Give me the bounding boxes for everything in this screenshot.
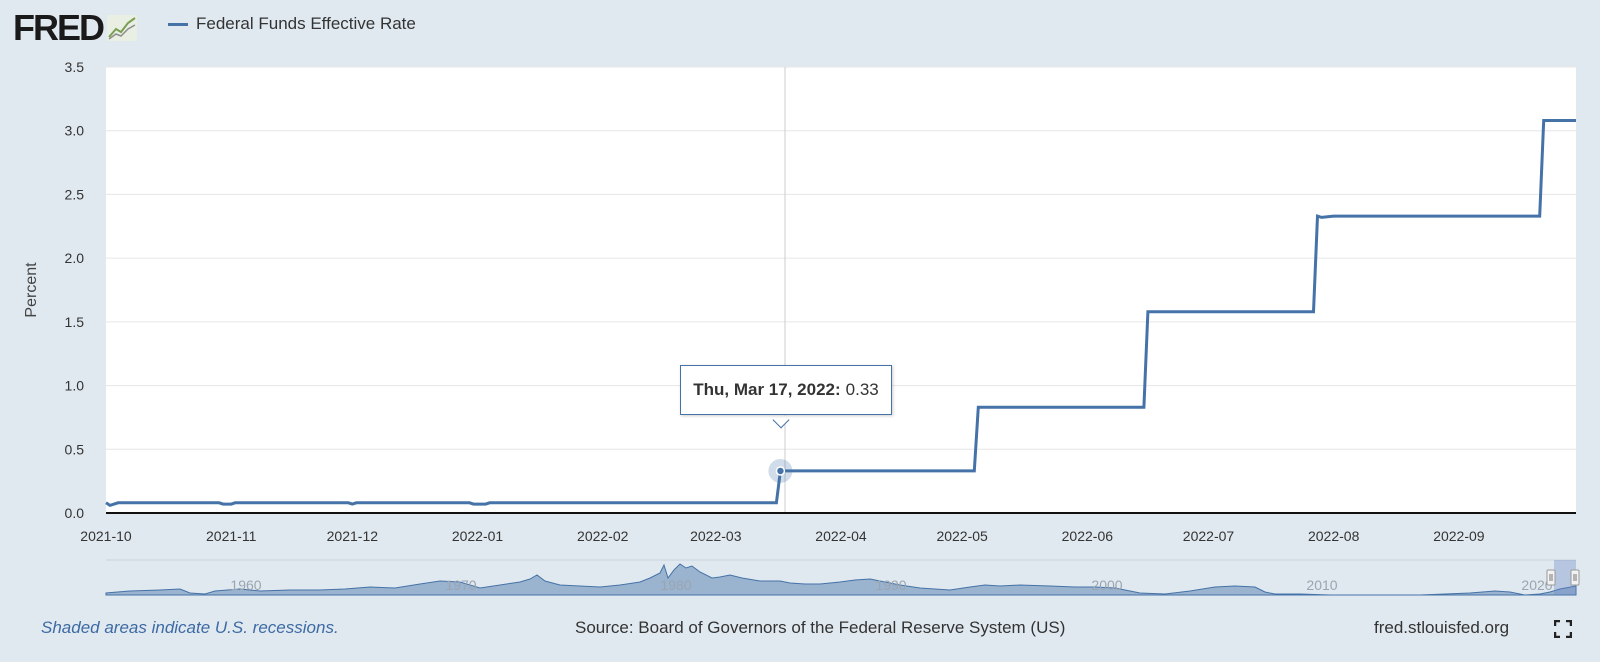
series-line[interactable] [105, 119, 1576, 508]
navigator-year-label: 2020 [1521, 577, 1552, 593]
x-tick-label: 2022-03 [690, 528, 742, 544]
navigator-year-label: 1990 [875, 577, 906, 593]
navigator-year-label: 2010 [1306, 577, 1337, 593]
line-chart-icon [107, 15, 137, 41]
navigator-year-label: 2000 [1091, 577, 1122, 593]
y-tick-label: 1.0 [65, 378, 85, 394]
x-tick-label: 2022-09 [1433, 528, 1485, 544]
y-tick-label: 2.5 [65, 186, 85, 202]
recession-note: Shaded areas indicate U.S. recessions. [41, 618, 339, 637]
navigator-year-label: 1960 [230, 577, 261, 593]
x-tick-label: 2021-11 [206, 528, 257, 544]
fullscreen-icon[interactable] [1554, 620, 1572, 638]
y-tick-label: 1.5 [65, 314, 85, 330]
y-tick-label: 3.5 [65, 59, 85, 75]
tooltip-date: Thu, Mar 17, 2022: [693, 380, 841, 399]
x-tick-label: 2022-08 [1308, 528, 1360, 544]
y-tick-label: 0.0 [65, 505, 85, 521]
navigator-year-labels: 1960 1970 1980 1990 2000 2010 2020 [230, 577, 1552, 593]
navigator-year-label: 1980 [660, 577, 691, 593]
navigator-year-label: 1970 [445, 577, 476, 593]
chart-header: FRED Federal Funds Effective Rate [0, 0, 1600, 56]
fred-logo[interactable]: FRED [13, 8, 137, 48]
x-tick-label: 2022-06 [1062, 528, 1114, 544]
navigator-background [106, 560, 1576, 595]
x-tick-label: 2022-07 [1183, 528, 1235, 544]
legend-swatch [168, 22, 188, 26]
chart-footer: Shaded areas indicate U.S. recessions. S… [0, 612, 1600, 642]
x-tick-label: 2022-02 [577, 528, 629, 544]
x-tick-label: 2021-12 [327, 528, 379, 544]
x-tick-label: 2022-01 [452, 528, 504, 544]
site-link[interactable]: fred.stlouisfed.org [1374, 618, 1510, 637]
y-tick-label: 2.0 [65, 250, 85, 266]
y-axis-ticks: 0.0 0.5 1.0 1.5 2.0 2.5 3.0 3.5 [65, 59, 85, 521]
chart[interactable]: 0.00.51.01.52.02.53.03.5 2021-10 2021-11 2… [0, 0, 1600, 612]
tooltip: Thu, Mar 17, 2022: 0.33 [680, 365, 892, 415]
x-tick-label: 2022-05 [936, 528, 988, 544]
navigator-left-handle[interactable] [1546, 569, 1556, 586]
y-axis-title: Percent [23, 262, 40, 318]
fred-logo-text: FRED [13, 7, 105, 48]
legend-series-label: Federal Funds Effective Rate [196, 14, 416, 33]
source-note: Source: Board of Governors of the Federa… [575, 618, 1066, 637]
navigator-right-handle[interactable] [1570, 569, 1580, 586]
grid-lines [106, 66, 1576, 450]
y-tick-label: 0.5 [65, 441, 85, 457]
chart-legend[interactable]: Federal Funds Effective Rate [168, 14, 416, 34]
hover-point[interactable] [775, 466, 786, 476]
navigator-selection[interactable] [1554, 560, 1576, 595]
navigator-history-area [105, 563, 1577, 596]
plot-area [106, 67, 1576, 513]
x-axis-ticks: 2021-10 2021-11 2021-12 2022-01 2022-02 2022-… [80, 528, 1484, 544]
y-tick-label: 3.0 [65, 123, 85, 139]
tooltip-value: 0.33 [845, 380, 879, 399]
x-tick-label: 2021-10 [80, 528, 132, 544]
x-tick-label: 2022-04 [815, 528, 867, 544]
navigator[interactable]: 1960 1970 1980 1990 2000 2010 2020 [105, 559, 1580, 596]
